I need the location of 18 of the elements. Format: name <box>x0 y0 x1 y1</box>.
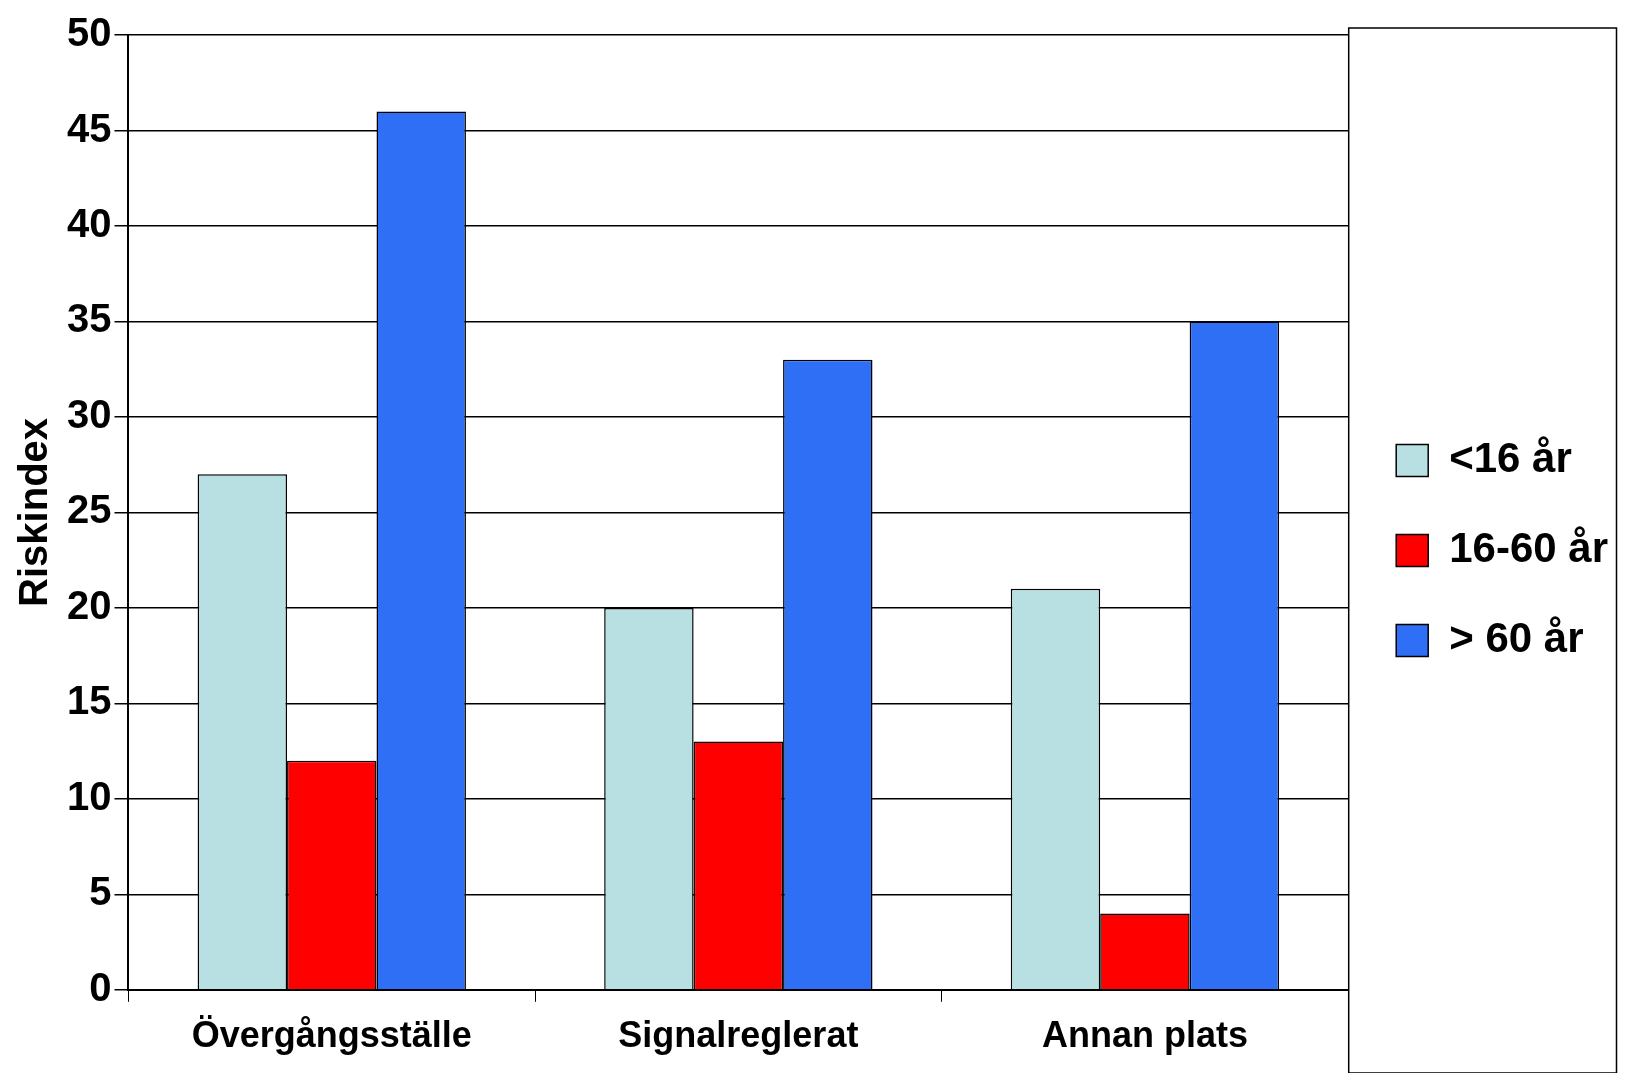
x-tick-label: Övergångsställe <box>191 1014 472 1056</box>
y-tick-label: 35 <box>66 296 112 341</box>
y-tick-label: 0 <box>89 964 112 1009</box>
y-axis-title: Riskindex <box>11 417 56 607</box>
legend-label: > 60 år <box>1449 614 1584 662</box>
x-tick-label: Signalreglerat <box>618 1014 859 1056</box>
y-tick-label: 40 <box>66 200 112 245</box>
y-tick-label: 5 <box>89 869 112 914</box>
legend-label: <16 år <box>1449 434 1572 482</box>
x-tick-label: Annan plats <box>1041 1014 1248 1056</box>
y-tick-label: 20 <box>66 582 112 627</box>
y-tick-label: 15 <box>66 678 112 723</box>
y-tick-label: 25 <box>66 487 112 532</box>
y-tick-label: 50 <box>66 10 112 55</box>
y-tick-label: 10 <box>66 773 112 818</box>
y-tick-label: 30 <box>66 391 112 436</box>
y-tick-label: 45 <box>66 105 112 150</box>
legend-label: 16-60 år <box>1449 524 1608 572</box>
